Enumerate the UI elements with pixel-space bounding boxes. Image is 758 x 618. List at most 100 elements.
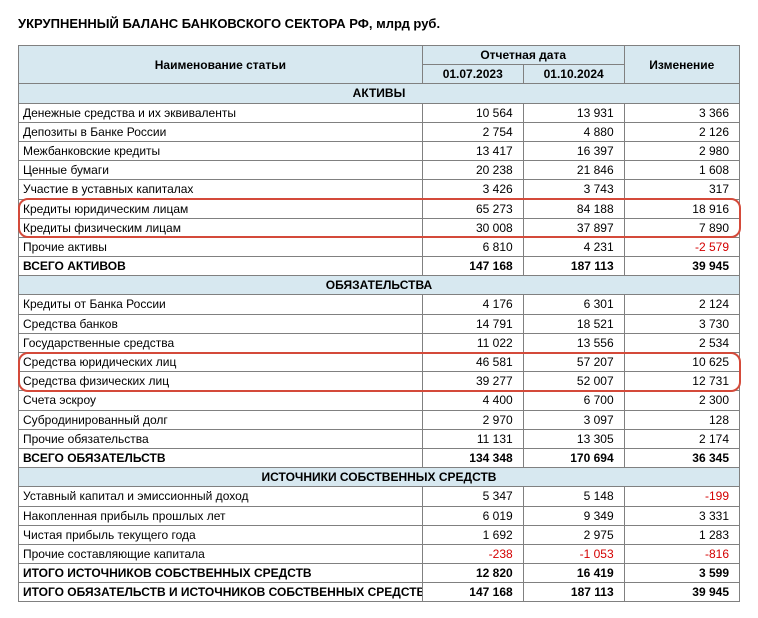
cell-d1: 65 273	[422, 199, 523, 218]
cell-chg: 1 608	[624, 161, 739, 180]
cell-d2: 187 113	[523, 257, 624, 276]
cell-d1: -238	[422, 544, 523, 563]
cell-chg: -816	[624, 544, 739, 563]
cell-chg: 39 945	[624, 257, 739, 276]
cell-d1: 11 131	[422, 429, 523, 448]
cell-d1: 2 754	[422, 122, 523, 141]
cell-chg: 128	[624, 410, 739, 429]
row-name: Прочие обязательства	[19, 429, 423, 448]
table-row: Уставный капитал и эмиссионный доход5 34…	[19, 487, 740, 506]
table-row: ВСЕГО ОБЯЗАТЕЛЬСТВ134 348170 69436 345	[19, 448, 740, 467]
table-row: Средства юридических лиц46 58157 20710 6…	[19, 353, 740, 372]
cell-d1: 3 426	[422, 180, 523, 199]
cell-d1: 2 970	[422, 410, 523, 429]
row-name: Средства юридических лиц	[19, 353, 423, 372]
cell-d2: -1 053	[523, 544, 624, 563]
cell-d1: 20 238	[422, 161, 523, 180]
table-row: ИТОГО ИСТОЧНИКОВ СОБСТВЕННЫХ СРЕДСТВ12 8…	[19, 564, 740, 583]
cell-chg: 2 980	[624, 141, 739, 160]
cell-d2: 13 931	[523, 103, 624, 122]
table-row: Межбанковские кредиты13 41716 3972 980	[19, 141, 740, 160]
table-row: Средства банков14 79118 5213 730	[19, 314, 740, 333]
cell-chg: 3 599	[624, 564, 739, 583]
cell-d2: 84 188	[523, 199, 624, 218]
cell-d2: 9 349	[523, 506, 624, 525]
page-title: УКРУПНЕННЫЙ БАЛАНС БАНКОВСКОГО СЕКТОРА Р…	[18, 16, 740, 31]
cell-d2: 5 148	[523, 487, 624, 506]
row-name: Ценные бумаги	[19, 161, 423, 180]
cell-d1: 13 417	[422, 141, 523, 160]
table-row: Государственные средства11 02213 5562 53…	[19, 333, 740, 352]
row-name: Чистая прибыль текущего года	[19, 525, 423, 544]
table-row: Чистая прибыль текущего года1 6922 9751 …	[19, 525, 740, 544]
cell-chg: 2 300	[624, 391, 739, 410]
cell-d1: 147 168	[422, 257, 523, 276]
table-row: АКТИВЫ	[19, 84, 740, 103]
cell-d2: 3 743	[523, 180, 624, 199]
cell-d2: 3 097	[523, 410, 624, 429]
cell-d1: 134 348	[422, 448, 523, 467]
section-header: ИСТОЧНИКИ СОБСТВЕННЫХ СРЕДСТВ	[19, 468, 740, 487]
cell-d2: 2 975	[523, 525, 624, 544]
header-date2: 01.10.2024	[523, 65, 624, 84]
table-row: ИСТОЧНИКИ СОБСТВЕННЫХ СРЕДСТВ	[19, 468, 740, 487]
row-name: Средства банков	[19, 314, 423, 333]
cell-d1: 6 019	[422, 506, 523, 525]
cell-d2: 57 207	[523, 353, 624, 372]
cell-chg: 3 331	[624, 506, 739, 525]
table-row: Ценные бумаги20 23821 8461 608	[19, 161, 740, 180]
cell-d2: 4 880	[523, 122, 624, 141]
header-period: Отчетная дата	[422, 46, 624, 65]
row-name: Уставный капитал и эмиссионный доход	[19, 487, 423, 506]
cell-chg: 3 730	[624, 314, 739, 333]
balance-table: Наименование статьи Отчетная дата Измене…	[18, 45, 740, 602]
cell-d1: 39 277	[422, 372, 523, 391]
table-row: ВСЕГО АКТИВОВ147 168187 11339 945	[19, 257, 740, 276]
cell-d2: 4 231	[523, 237, 624, 256]
cell-d1: 4 400	[422, 391, 523, 410]
row-name: ИТОГО ИСТОЧНИКОВ СОБСТВЕННЫХ СРЕДСТВ	[19, 564, 423, 583]
row-name: Межбанковские кредиты	[19, 141, 423, 160]
row-name: Прочие составляющие капитала	[19, 544, 423, 563]
cell-d1: 12 820	[422, 564, 523, 583]
row-name: Кредиты от Банка России	[19, 295, 423, 314]
cell-d1: 46 581	[422, 353, 523, 372]
table-row: Денежные средства и их эквиваленты10 564…	[19, 103, 740, 122]
cell-d1: 1 692	[422, 525, 523, 544]
header-name: Наименование статьи	[19, 46, 423, 84]
cell-d1: 30 008	[422, 218, 523, 237]
row-name: Депозиты в Банке России	[19, 122, 423, 141]
cell-chg: 18 916	[624, 199, 739, 218]
cell-d1: 11 022	[422, 333, 523, 352]
table-row: Прочие составляющие капитала-238-1 053-8…	[19, 544, 740, 563]
cell-d2: 16 419	[523, 564, 624, 583]
row-name: Государственные средства	[19, 333, 423, 352]
table-row: ОБЯЗАТЕЛЬСТВА	[19, 276, 740, 295]
table-row: Депозиты в Банке России2 7544 8802 126	[19, 122, 740, 141]
cell-d2: 187 113	[523, 583, 624, 602]
header-change: Изменение	[624, 46, 739, 84]
section-header: АКТИВЫ	[19, 84, 740, 103]
row-name: ИТОГО ОБЯЗАТЕЛЬСТВ И ИСТОЧНИКОВ СОБСТВЕН…	[19, 583, 423, 602]
row-name: Участие в уставных капиталах	[19, 180, 423, 199]
table-row: Кредиты физическим лицам30 00837 8977 89…	[19, 218, 740, 237]
cell-d1: 10 564	[422, 103, 523, 122]
cell-chg: 36 345	[624, 448, 739, 467]
cell-d2: 6 700	[523, 391, 624, 410]
cell-d2: 16 397	[523, 141, 624, 160]
cell-chg: 2 534	[624, 333, 739, 352]
row-name: Денежные средства и их эквиваленты	[19, 103, 423, 122]
table-row: Участие в уставных капиталах3 4263 74331…	[19, 180, 740, 199]
cell-d2: 13 305	[523, 429, 624, 448]
section-header: ОБЯЗАТЕЛЬСТВА	[19, 276, 740, 295]
cell-chg: 2 124	[624, 295, 739, 314]
cell-d1: 4 176	[422, 295, 523, 314]
header-date1: 01.07.2023	[422, 65, 523, 84]
cell-chg: 7 890	[624, 218, 739, 237]
table-container: Наименование статьи Отчетная дата Измене…	[18, 45, 740, 602]
row-name: ВСЕГО АКТИВОВ	[19, 257, 423, 276]
table-row: Накопленная прибыль прошлых лет6 0199 34…	[19, 506, 740, 525]
cell-chg: 2 174	[624, 429, 739, 448]
cell-d1: 14 791	[422, 314, 523, 333]
table-row: Счета эскроу4 4006 7002 300	[19, 391, 740, 410]
